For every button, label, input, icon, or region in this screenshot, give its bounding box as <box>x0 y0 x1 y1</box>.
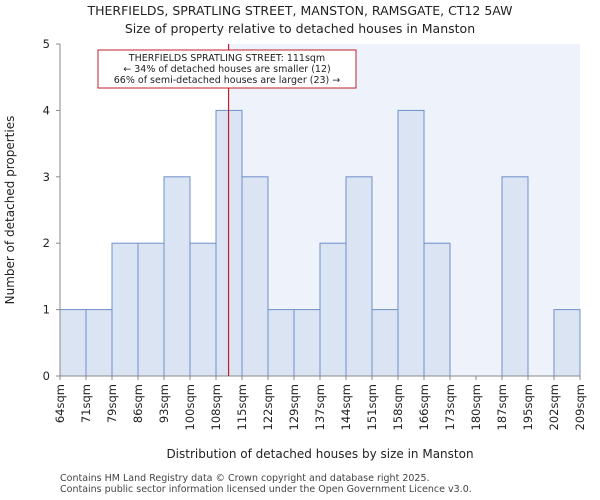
x-tick-label: 64sqm <box>53 384 67 423</box>
bar-151sqm <box>371 309 399 377</box>
x-tick-label: 122sqm <box>261 384 275 430</box>
annotation-line-3: 66% of semi-detached houses are larger (… <box>114 75 341 86</box>
x-tick-label: 151sqm <box>365 384 379 430</box>
x-tick-label: 187sqm <box>495 384 509 430</box>
bar-187sqm <box>501 176 529 377</box>
x-tick-label: 202sqm <box>547 384 561 430</box>
bar-129sqm <box>293 309 321 377</box>
y-tick-label: 0 <box>43 369 50 383</box>
bar-202sqm <box>553 309 581 377</box>
y-tick-label: 1 <box>43 303 50 317</box>
x-tick-label: 79sqm <box>105 384 119 423</box>
chart-title: THERFIELDS, SPRATLING STREET, MANSTON, R… <box>86 3 512 18</box>
x-tick-label: 100sqm <box>183 384 197 430</box>
x-tick-label: 180sqm <box>469 384 483 430</box>
x-tick-label: 137sqm <box>313 384 327 430</box>
x-tick-label: 209sqm <box>573 384 587 430</box>
x-tick-label: 93sqm <box>157 384 171 423</box>
footer-copyright: Contains HM Land Registry data © Crown c… <box>60 473 430 484</box>
x-tick-label: 86sqm <box>131 384 145 423</box>
bar-93sqm <box>163 176 191 377</box>
x-tick-label: 195sqm <box>521 384 535 430</box>
bar-71sqm <box>85 309 113 377</box>
annotation-line-1: THERFIELDS SPRATLING STREET: 111sqm <box>128 53 325 64</box>
footer-licence: Contains public sector information licen… <box>60 484 472 495</box>
x-tick-label: 129sqm <box>287 384 301 430</box>
x-tick-label: 115sqm <box>235 384 249 430</box>
y-tick-label: 5 <box>43 37 50 51</box>
x-tick-label: 173sqm <box>443 384 457 430</box>
bar-166sqm <box>423 242 451 377</box>
bar-122sqm <box>267 309 295 377</box>
y-axis-label: Number of detached properties <box>3 116 17 305</box>
bar-100sqm <box>189 242 217 377</box>
bar-158sqm <box>397 109 425 377</box>
y-tick-label: 3 <box>43 170 50 184</box>
bar-64sqm <box>59 309 87 377</box>
bar-144sqm <box>345 176 373 377</box>
y-tick-label: 4 <box>43 103 50 117</box>
bar-86sqm <box>137 242 165 377</box>
bar-79sqm <box>111 242 139 377</box>
x-tick-label: 158sqm <box>391 384 405 430</box>
y-tick-label: 2 <box>43 236 50 250</box>
x-tick-label: 166sqm <box>417 384 431 430</box>
bar-115sqm <box>241 176 269 377</box>
x-axis-label: Distribution of detached houses by size … <box>166 447 473 461</box>
bar-137sqm <box>319 242 347 377</box>
annotation-frame <box>97 49 357 89</box>
x-tick-label: 108sqm <box>209 384 223 430</box>
annotation-line-2: ← 34% of detached houses are smaller (12… <box>123 64 330 75</box>
x-tick-label: 71sqm <box>79 384 93 423</box>
chart-subtitle: Size of property relative to detached ho… <box>125 21 475 36</box>
annotation-box: THERFIELDS SPRATLING STREET: 111sqm ← 34… <box>97 49 357 89</box>
x-tick-label: 144sqm <box>339 384 353 430</box>
